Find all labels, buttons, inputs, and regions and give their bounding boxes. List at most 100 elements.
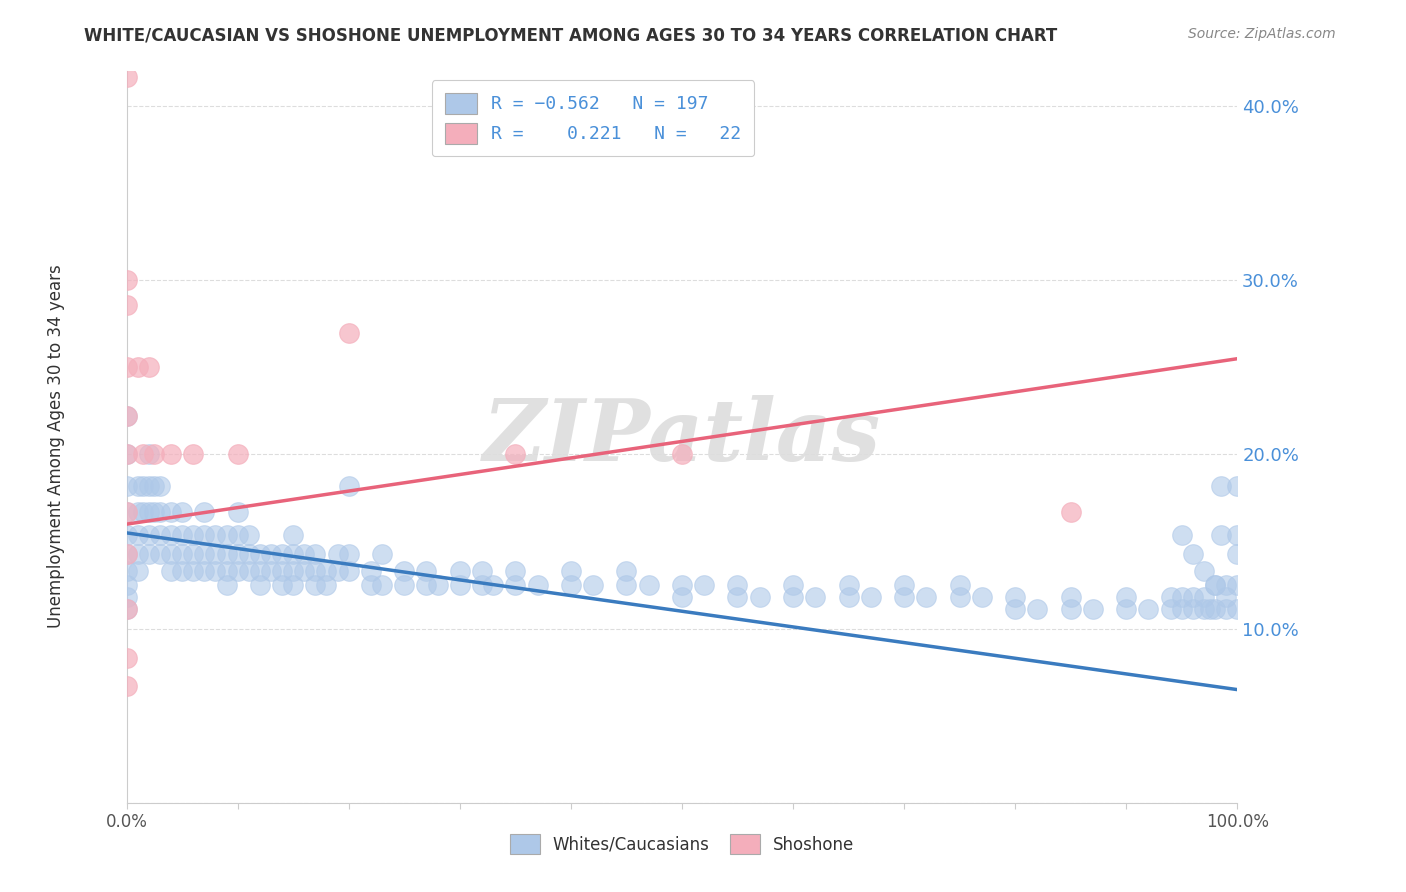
Point xyxy=(281,578,304,592)
Point xyxy=(115,273,138,287)
Point xyxy=(1192,591,1215,605)
Point xyxy=(193,564,215,578)
Point xyxy=(693,578,716,592)
Point xyxy=(893,578,915,592)
Point xyxy=(138,527,160,541)
Point xyxy=(616,578,638,592)
Point xyxy=(1198,602,1220,616)
Point xyxy=(181,448,204,462)
Point xyxy=(1192,602,1215,616)
Point xyxy=(115,564,138,578)
Point xyxy=(804,591,827,605)
Point xyxy=(215,547,238,561)
Point xyxy=(360,564,382,578)
Point xyxy=(337,564,360,578)
Point xyxy=(337,479,360,493)
Point xyxy=(949,578,972,592)
Point xyxy=(204,527,226,541)
Point xyxy=(172,527,194,541)
Point xyxy=(671,448,693,462)
Point xyxy=(1026,602,1049,616)
Point xyxy=(138,448,160,462)
Point xyxy=(127,547,149,561)
Point xyxy=(115,70,138,84)
Point xyxy=(893,591,915,605)
Point xyxy=(1181,547,1204,561)
Text: WHITE/CAUCASIAN VS SHOSHONE UNEMPLOYMENT AMONG AGES 30 TO 34 YEARS CORRELATION C: WHITE/CAUCASIAN VS SHOSHONE UNEMPLOYMENT… xyxy=(84,27,1057,45)
Legend: Whites/Caucasians, Shoshone: Whites/Caucasians, Shoshone xyxy=(503,828,860,860)
Point xyxy=(181,564,204,578)
Point xyxy=(292,547,315,561)
Point xyxy=(560,564,582,578)
Point xyxy=(127,505,149,519)
Point xyxy=(115,505,138,519)
Point xyxy=(138,479,160,493)
Point xyxy=(260,564,283,578)
Point xyxy=(249,547,271,561)
Point xyxy=(281,527,304,541)
Point xyxy=(226,527,249,541)
Point xyxy=(616,564,638,578)
Point xyxy=(1160,591,1182,605)
Point xyxy=(1204,578,1226,592)
Point xyxy=(560,578,582,592)
Point xyxy=(226,448,249,462)
Point xyxy=(371,547,394,561)
Point xyxy=(727,591,749,605)
Point xyxy=(360,578,382,592)
Point xyxy=(149,547,172,561)
Point xyxy=(172,505,194,519)
Point xyxy=(1181,602,1204,616)
Point xyxy=(160,505,183,519)
Point xyxy=(582,578,605,592)
Point xyxy=(115,409,138,424)
Point xyxy=(149,527,172,541)
Point xyxy=(326,547,349,561)
Point xyxy=(315,578,337,592)
Point xyxy=(292,564,315,578)
Text: Unemployment Among Ages 30 to 34 years: Unemployment Among Ages 30 to 34 years xyxy=(48,264,65,628)
Point xyxy=(1137,602,1160,616)
Point xyxy=(115,679,138,693)
Point xyxy=(1170,591,1192,605)
Point xyxy=(415,578,437,592)
Point xyxy=(127,479,149,493)
Point xyxy=(115,651,138,665)
Point xyxy=(1209,479,1232,493)
Point xyxy=(526,578,548,592)
Point xyxy=(271,564,294,578)
Point xyxy=(782,591,804,605)
Point xyxy=(482,578,505,592)
Point xyxy=(1204,578,1226,592)
Text: Source: ZipAtlas.com: Source: ZipAtlas.com xyxy=(1188,27,1336,41)
Point xyxy=(193,505,215,519)
Point xyxy=(115,602,138,616)
Point xyxy=(1215,602,1237,616)
Point xyxy=(115,448,138,462)
Point xyxy=(226,505,249,519)
Point xyxy=(204,547,226,561)
Point xyxy=(426,578,449,592)
Point xyxy=(1226,602,1249,616)
Point xyxy=(949,591,972,605)
Point xyxy=(281,547,304,561)
Point xyxy=(970,591,993,605)
Point xyxy=(115,547,138,561)
Point xyxy=(304,547,326,561)
Point xyxy=(115,505,138,519)
Point xyxy=(238,564,260,578)
Text: ZIPatlas: ZIPatlas xyxy=(482,395,882,479)
Point xyxy=(1004,602,1026,616)
Point xyxy=(304,564,326,578)
Point xyxy=(1060,591,1083,605)
Point xyxy=(226,547,249,561)
Point xyxy=(838,578,860,592)
Point xyxy=(138,360,160,375)
Point xyxy=(1226,527,1249,541)
Point xyxy=(449,578,471,592)
Point xyxy=(337,547,360,561)
Point xyxy=(859,591,882,605)
Point xyxy=(215,578,238,592)
Point xyxy=(238,527,260,541)
Point xyxy=(727,578,749,592)
